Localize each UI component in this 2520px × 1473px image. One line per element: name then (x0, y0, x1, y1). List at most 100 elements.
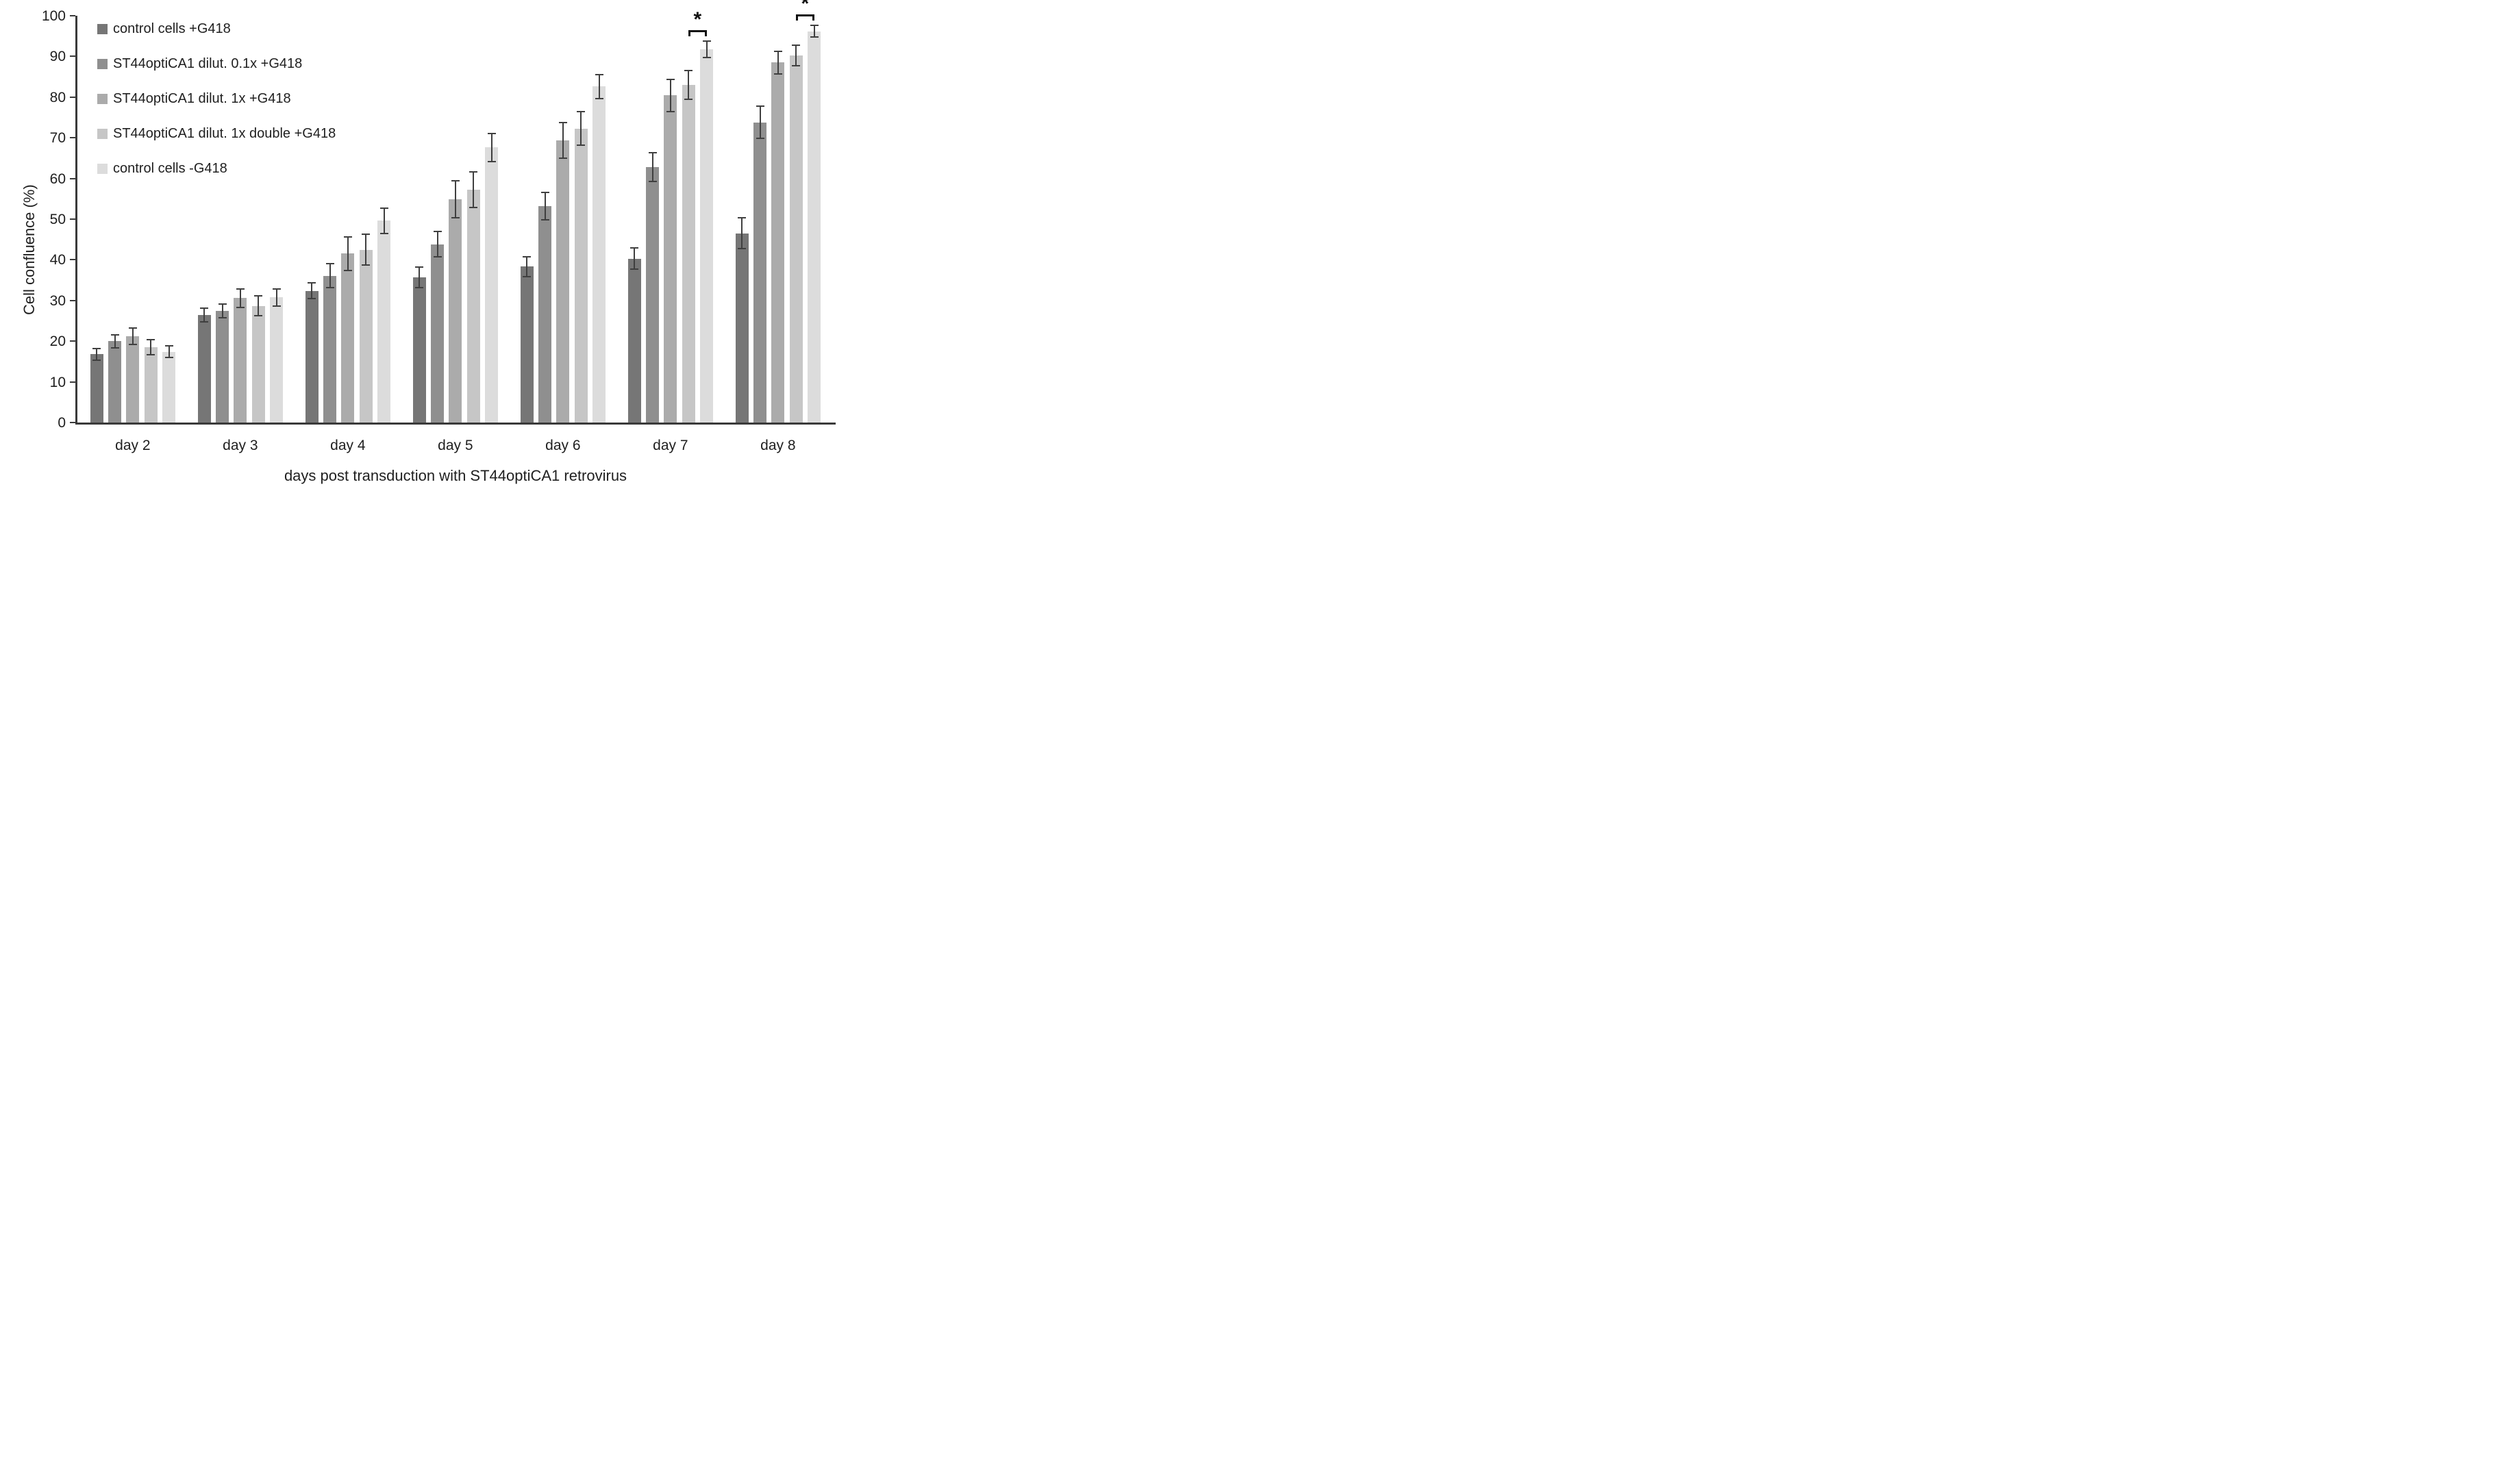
bar (323, 275, 337, 423)
error-bar-cap-top (343, 236, 352, 238)
y-tick-mark (70, 299, 75, 301)
legend: control cells +G418 ST44optiCA1 dilut. 0.… (97, 12, 336, 186)
bar (808, 31, 821, 423)
error-bar-cap-top (630, 247, 639, 249)
legend-swatch (97, 164, 108, 174)
x-tick-label: day 3 (223, 438, 258, 453)
bar (592, 86, 606, 423)
x-tick-label: day 4 (330, 438, 366, 453)
error-bar-cap-bottom (558, 158, 567, 160)
error-bar-cap-bottom (540, 219, 549, 221)
error-bar-cap-bottom (792, 65, 801, 67)
error-bar-cap-bottom (128, 343, 137, 345)
error-bar (168, 346, 170, 357)
bar (412, 277, 426, 423)
y-tick-label: 80 (49, 89, 66, 105)
bar (216, 310, 229, 423)
error-bar-cap-bottom (308, 298, 316, 300)
error-bar (96, 348, 98, 360)
error-bar (777, 51, 779, 74)
error-bar-cap-bottom (218, 316, 227, 318)
error-bar-cap-top (218, 303, 227, 305)
error-bar-cap-bottom (343, 269, 352, 271)
error-bar-cap-top (308, 281, 316, 284)
error-bar (365, 234, 367, 266)
significance-bracket-end (812, 14, 814, 21)
bar (234, 298, 247, 423)
error-bar-cap-bottom (451, 216, 460, 218)
error-bar (795, 45, 797, 66)
error-bar (813, 25, 815, 37)
bar (753, 122, 767, 423)
legend-label: ST44optiCA1 dilut. 0.1x +G418 (113, 56, 303, 71)
error-bar (526, 256, 528, 277)
x-tick-label: day 2 (115, 438, 151, 453)
error-bar (311, 282, 313, 299)
legend-swatch (97, 24, 108, 34)
error-bar-cap-bottom (756, 137, 764, 139)
error-bar-cap-bottom (702, 56, 711, 58)
x-tick-label: day 8 (760, 438, 796, 453)
error-bar (203, 308, 205, 323)
error-bar-cap-top (433, 231, 442, 233)
error-bar-cap-top (648, 152, 657, 154)
bar (449, 199, 462, 423)
error-bar-cap-top (738, 217, 747, 219)
y-tick-mark (70, 340, 75, 342)
y-tick-label: 100 (41, 8, 66, 24)
error-bar-cap-bottom (523, 276, 532, 278)
y-tick-label: 40 (49, 252, 66, 268)
error-bar-cap-bottom (379, 232, 388, 234)
bar (251, 305, 265, 423)
y-tick-mark (70, 259, 75, 261)
bar (556, 140, 570, 423)
significance-bracket-end (688, 30, 691, 37)
error-bar-cap-bottom (254, 314, 263, 316)
error-bar (347, 237, 349, 270)
y-tick-mark (70, 422, 75, 423)
y-tick-mark (70, 96, 75, 98)
error-bar-cap-top (540, 191, 549, 193)
significance-bracket-end (704, 30, 707, 37)
bar (538, 205, 552, 423)
y-tick-label: 10 (49, 374, 66, 390)
error-bar-cap-bottom (648, 180, 657, 182)
bar (520, 266, 534, 423)
error-bar (258, 296, 260, 316)
y-axis (75, 16, 77, 425)
error-bar (239, 288, 241, 307)
y-tick-label: 30 (49, 292, 66, 309)
bar (341, 253, 355, 423)
error-bar (436, 231, 438, 257)
y-tick-mark (70, 15, 75, 16)
error-bar-cap-top (110, 333, 119, 336)
y-tick-mark (70, 177, 75, 179)
x-tick-label: day 6 (545, 438, 581, 453)
error-bar-cap-bottom (325, 286, 334, 288)
bar (664, 95, 677, 423)
y-tick-label: 20 (49, 333, 66, 350)
x-tick-label: day 7 (653, 438, 688, 453)
error-bar-cap-top (362, 233, 371, 235)
bar (126, 336, 140, 423)
error-bar-cap-bottom (272, 305, 281, 307)
bar (197, 315, 211, 423)
error-bar-cap-bottom (147, 353, 155, 355)
error-bar (741, 218, 743, 249)
error-bar-cap-bottom (595, 97, 603, 99)
bar (771, 62, 785, 423)
error-bar-cap-bottom (236, 306, 245, 308)
x-axis (75, 423, 836, 425)
error-bar-cap-top (92, 347, 101, 349)
y-tick-label: 60 (49, 171, 66, 187)
error-bar (580, 111, 582, 146)
error-bar (383, 207, 385, 234)
error-bar-cap-top (523, 255, 532, 257)
legend-label: ST44optiCA1 dilut. 1x double +G418 (113, 126, 336, 141)
significance-asterisk: * (693, 8, 702, 32)
bar (431, 244, 445, 423)
y-tick-mark (70, 218, 75, 220)
error-bar (651, 153, 653, 181)
error-bar-cap-bottom (433, 256, 442, 258)
error-bar (669, 79, 671, 112)
